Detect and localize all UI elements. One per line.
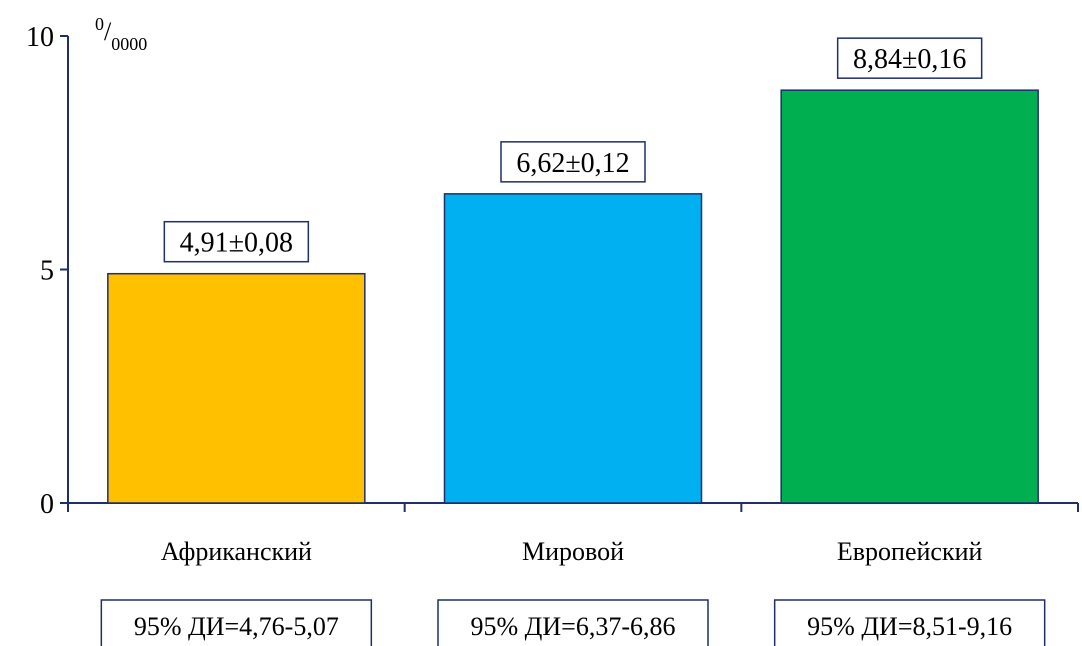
ci-labels: 95% ДИ=4,76-5,07 95% ДИ=6,37-6,86 95% ДИ=8… [100,599,1046,646]
data-label: 6,62±0,12 [500,141,646,183]
ci-label-box [437,599,709,646]
y-axis: 0 5 10 [26,22,69,520]
x-tick-label: Африканский [161,537,312,566]
x-axis: Африканский Мировой Европейский [67,502,1079,566]
unit-label-subscript: 0000 [111,34,147,54]
ci-label: 95% ДИ=4,76-5,07 [100,599,373,646]
ci-label-text: 95% ДИ=4,76-5,07 [134,612,339,641]
data-label: 4,91±0,08 [163,220,310,263]
ci-label-text: 95% ДИ=8,51-9,16 [807,612,1012,641]
unit-label-superscript: 0 [95,14,104,34]
bars [107,89,1039,504]
value-labels: 4,91±0,08 6,62±0,12 8,84±0,16 [163,37,983,263]
ci-label: 95% ДИ=8,51-9,16 [773,599,1046,646]
y-tick-label: 5 [40,256,54,287]
data-label-box [500,141,646,183]
unit-label: 0/0000 [95,14,147,54]
data-label: 8,84±0,16 [836,37,983,79]
ci-label-text: 95% ДИ=6,37-6,86 [471,612,676,641]
bar [107,272,366,504]
x-tick-label: Мировой [522,537,624,566]
ci-label: 95% ДИ=6,37-6,86 [437,599,709,646]
unit-label-separator: / [104,17,112,46]
data-label-box [836,37,983,79]
ci-label-box [100,599,373,646]
data-label-text: 6,62±0,12 [516,148,629,179]
bar [780,89,1039,504]
data-label-text: 4,91±0,08 [180,228,293,259]
x-tick-label: Европейский [837,537,983,566]
data-label-box [163,220,310,263]
y-tick-label: 0 [40,489,54,520]
bar [443,193,703,504]
y-tick-label: 10 [26,22,54,53]
ci-label-box [773,599,1046,646]
data-label-text: 8,84±0,16 [853,44,966,75]
